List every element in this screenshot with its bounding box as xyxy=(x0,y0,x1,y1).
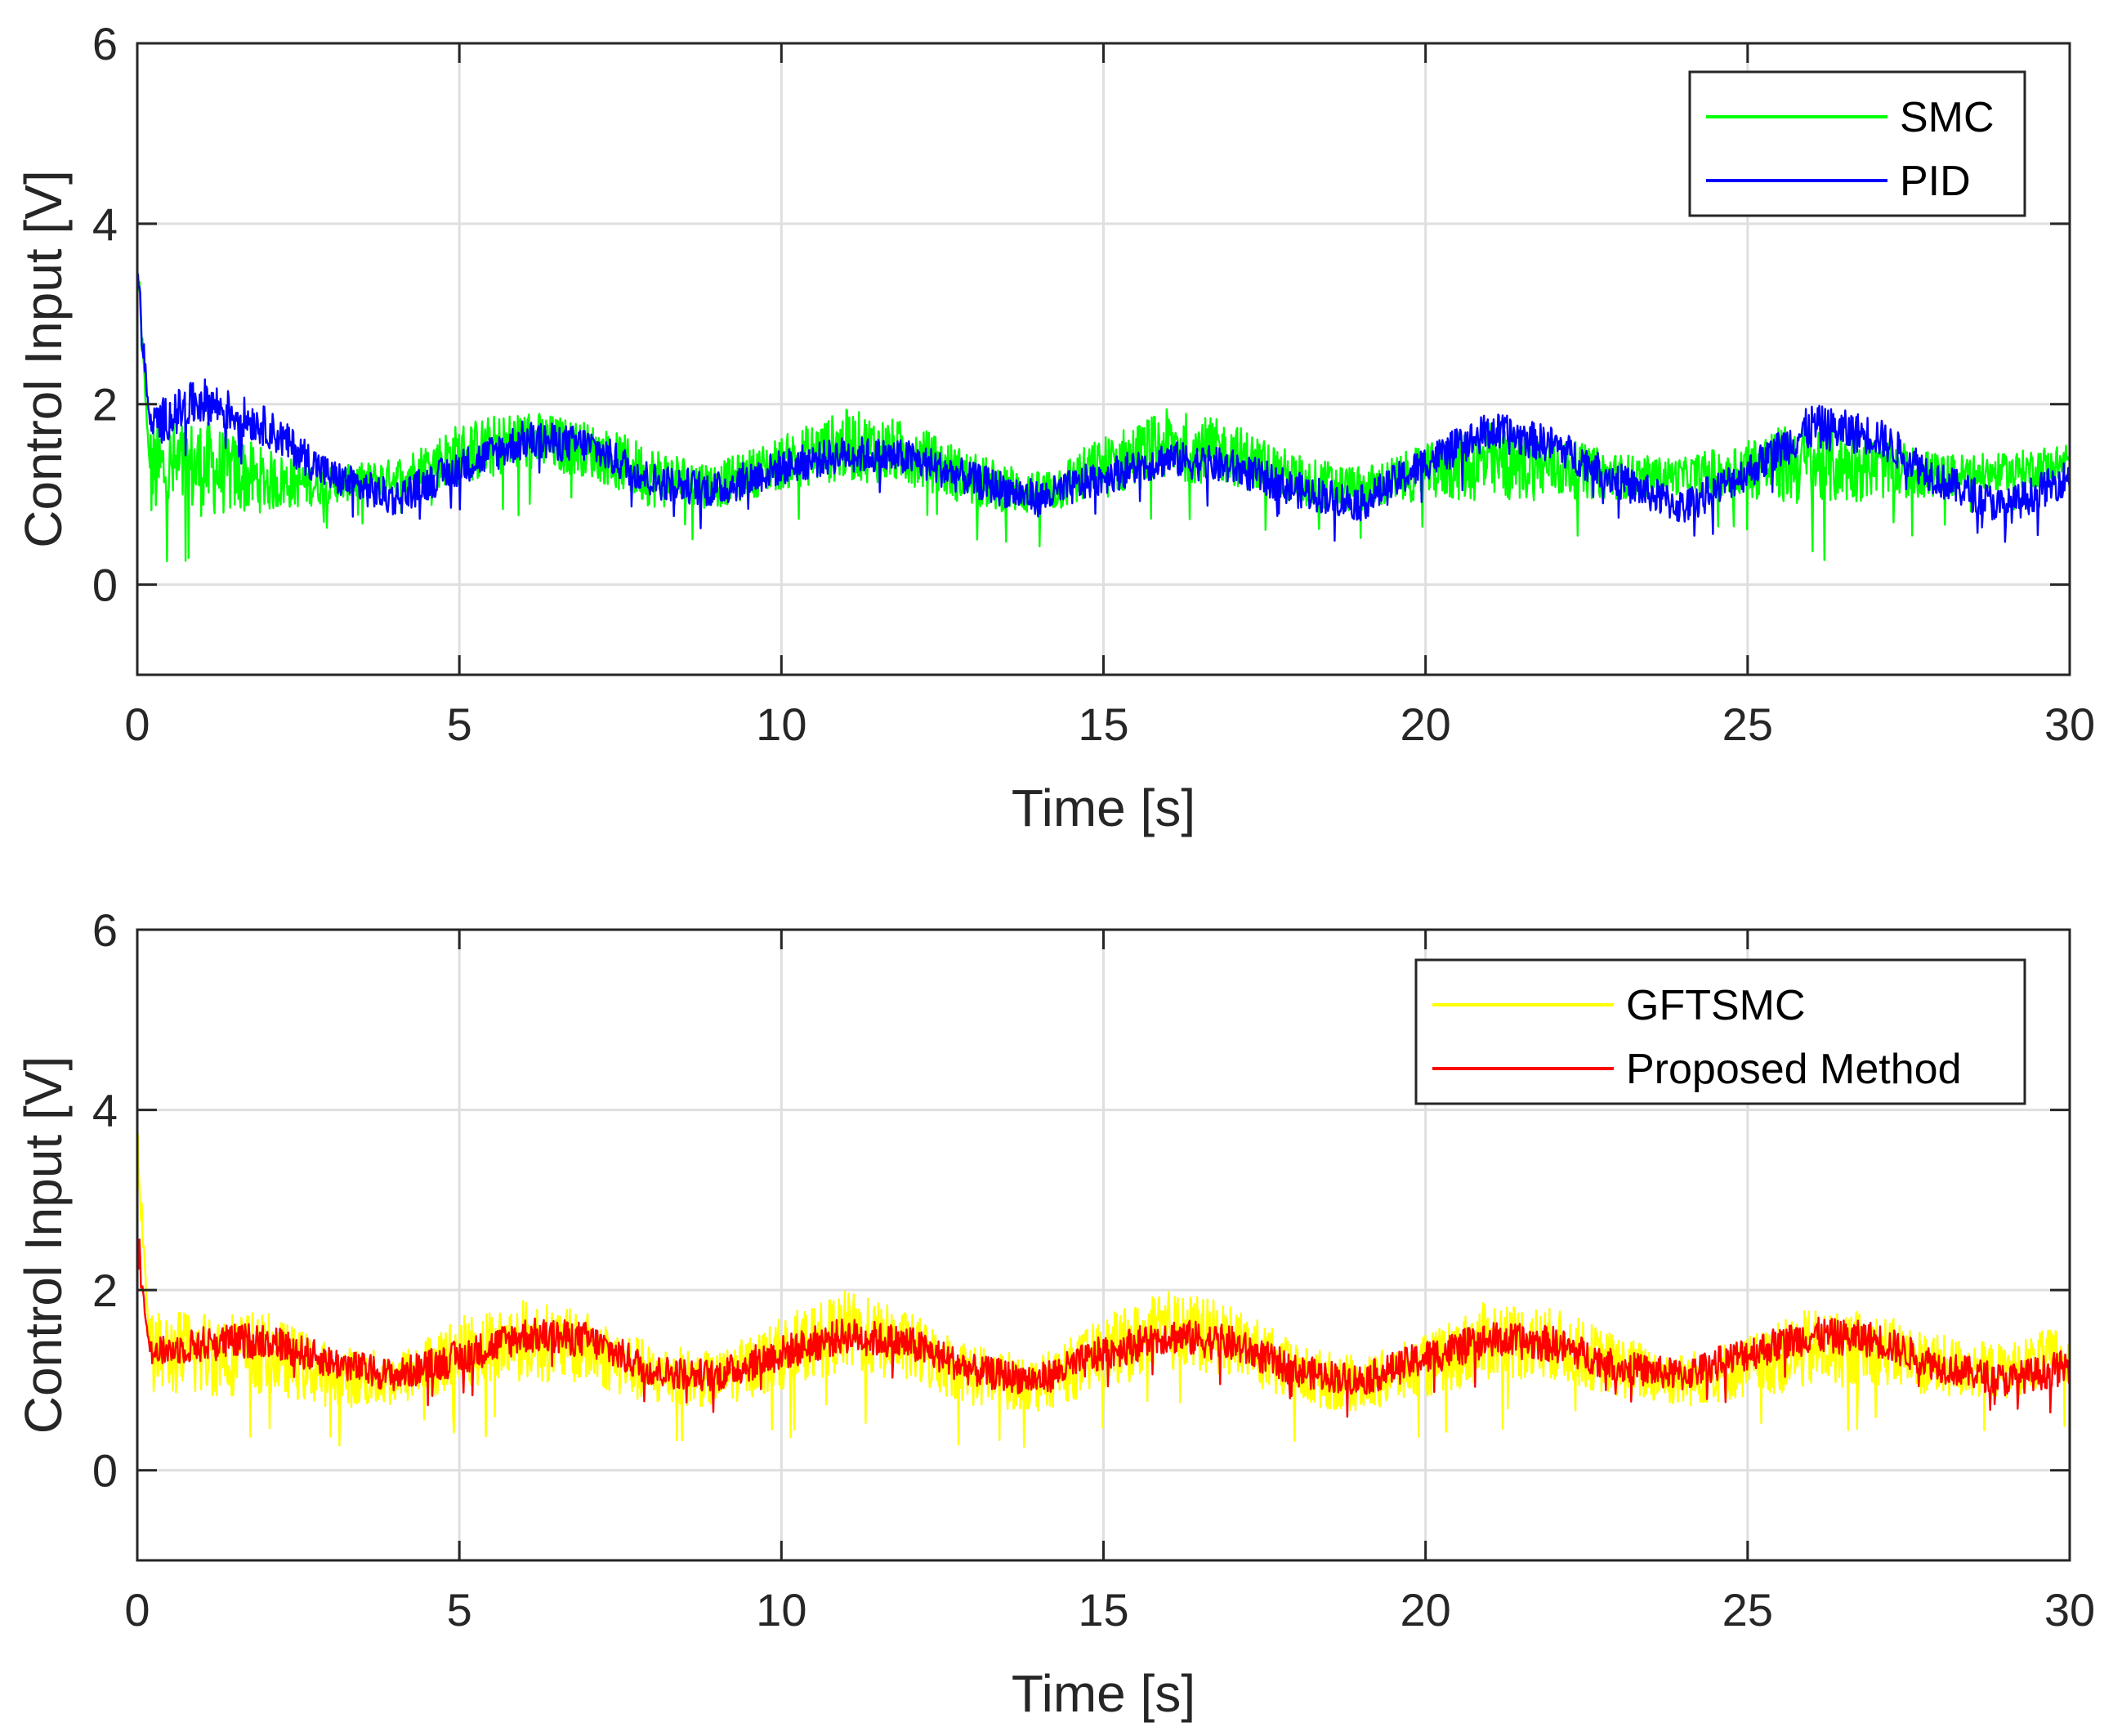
series-line-smc xyxy=(137,260,2070,562)
x-tick-label: 20 xyxy=(1400,698,1451,750)
y-axis-label: Control Input [V] xyxy=(14,170,73,547)
x-tick-label: 10 xyxy=(756,1584,806,1636)
y-tick-label: 6 xyxy=(92,18,118,69)
x-tick-label: 0 xyxy=(124,698,150,750)
legend-label-pid: PID xyxy=(1900,158,1971,205)
x-tick-label: 30 xyxy=(2044,698,2095,750)
chart-panel-1: 0 5 10 15 20 25 30 0 2 4 6 Time [s] Control Input [V… xyxy=(14,18,2095,837)
legend: SMC PID xyxy=(1688,70,2026,217)
x-tick-label: 5 xyxy=(447,698,472,750)
x-tick-label: 25 xyxy=(1722,1584,1773,1636)
legend-label-gftsmc: GFTSMC xyxy=(1626,982,1806,1029)
y-tick-label: 0 xyxy=(92,560,118,611)
x-tick-label: 25 xyxy=(1722,698,1773,750)
y-tick-label: 6 xyxy=(92,904,118,956)
series-line-pid xyxy=(137,273,2070,543)
chart-panel-2: 0 5 10 15 20 25 30 0 2 4 6 Time [s] Control Input [V… xyxy=(14,904,2095,1723)
y-tick-label: 0 xyxy=(92,1445,118,1497)
x-tick-label: 10 xyxy=(756,698,806,750)
legend-box xyxy=(1414,958,2026,1105)
y-tick-label: 4 xyxy=(92,199,118,250)
x-tick-label: 20 xyxy=(1400,1584,1451,1636)
legend-label-proposed-method: Proposed Method xyxy=(1626,1046,1962,1093)
x-tick-label: 30 xyxy=(2044,1584,2095,1636)
x-tick-label: 15 xyxy=(1078,1584,1128,1636)
x-axis-label: Time [s] xyxy=(1012,1664,1195,1723)
x-tick-label: 0 xyxy=(124,1584,150,1636)
x-tick-label: 15 xyxy=(1078,698,1128,750)
y-tick-label: 2 xyxy=(92,1265,118,1316)
y-axis-label: Control Input [V] xyxy=(14,1056,73,1434)
legend-label-smc: SMC xyxy=(1900,94,1995,141)
legend-box xyxy=(1688,70,2026,217)
y-tick-label: 4 xyxy=(92,1085,118,1136)
x-tick-label: 5 xyxy=(447,1584,472,1636)
x-axis-label: Time [s] xyxy=(1012,779,1195,837)
legend: GFTSMC Proposed Method xyxy=(1414,958,2026,1105)
series-line-proposed-method xyxy=(137,1238,2070,1418)
y-tick-label: 2 xyxy=(92,379,118,431)
